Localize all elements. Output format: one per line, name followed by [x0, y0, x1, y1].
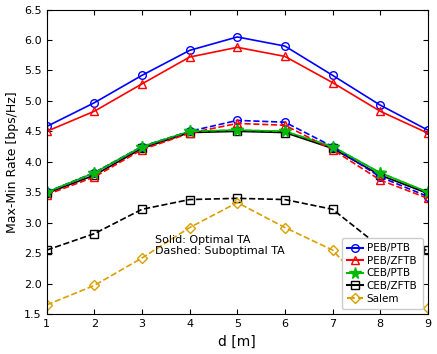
Y-axis label: Max-Min Rate [bps/Hz]: Max-Min Rate [bps/Hz] [6, 91, 18, 233]
Legend: PEB/PTB, PEB/ZFTB, CEB/PTB, CEB/ZFTB, Salem: PEB/PTB, PEB/ZFTB, CEB/PTB, CEB/ZFTB, Sa… [342, 238, 423, 309]
X-axis label: d [m]: d [m] [218, 335, 256, 348]
Text: Solid: Optimal TA
Dashed: Suboptimal TA: Solid: Optimal TA Dashed: Suboptimal TA [155, 235, 285, 256]
